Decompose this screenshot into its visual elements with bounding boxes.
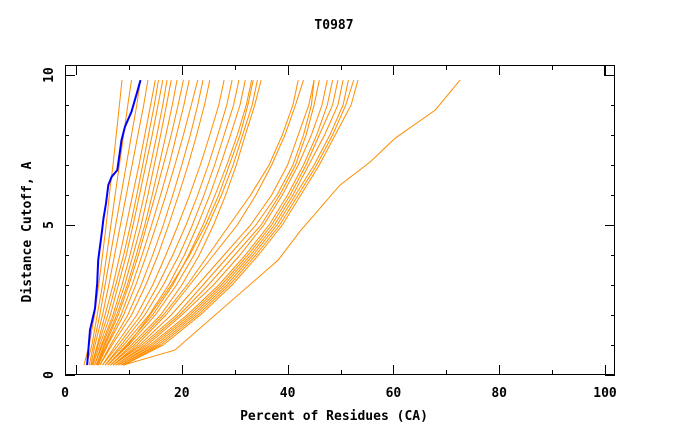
- series-line: [112, 79, 315, 366]
- series-line: [90, 80, 149, 366]
- series-line: [102, 79, 225, 366]
- x-tick-label: 20: [174, 386, 190, 401]
- series-line: [107, 79, 254, 366]
- x-tick-label: 60: [386, 386, 402, 401]
- x-tick-label: 100: [593, 386, 617, 401]
- series-line: [83, 80, 123, 366]
- plot-frame: [65, 65, 615, 375]
- series-line: [94, 80, 168, 366]
- series-line: [123, 79, 355, 366]
- series-line: [110, 79, 299, 366]
- x-tick-label: 80: [491, 386, 507, 401]
- x-tick-label: 40: [280, 386, 296, 401]
- series-line: [112, 80, 315, 366]
- series-line: [123, 79, 359, 366]
- x-tick-label: 0: [61, 386, 69, 401]
- series-line: [118, 79, 334, 366]
- series-line: [120, 79, 349, 366]
- x-axis-label: Percent of Residues (CA): [240, 409, 428, 424]
- series-line: [94, 80, 172, 366]
- axes: 0 20 40 60 80 100 0 5 10: [42, 65, 617, 401]
- series-line: [92, 80, 164, 366]
- series-line: [120, 79, 344, 366]
- series-line: [115, 79, 328, 366]
- series-group: [83, 79, 461, 366]
- series-line: [118, 79, 339, 366]
- series-line: [107, 79, 258, 366]
- series-line: [99, 79, 211, 366]
- series-line: [95, 80, 178, 366]
- series-line: [96, 79, 184, 366]
- series-line: [115, 79, 320, 366]
- series-line: [110, 79, 262, 366]
- series-line: [102, 79, 233, 366]
- series-line: [96, 79, 190, 366]
- y-tick-label: 5: [42, 221, 57, 229]
- series-line: [104, 79, 240, 366]
- series-line: [88, 80, 141, 366]
- chart-title: T0987: [314, 18, 353, 33]
- y-tick-label: 0: [42, 371, 57, 379]
- y-axis-label: Distance Cutoff, A: [20, 161, 35, 302]
- series-line: [107, 79, 253, 366]
- y-tick-label: 10: [42, 67, 57, 83]
- series-line: [97, 79, 199, 366]
- series-line: [99, 79, 204, 366]
- series-line: [104, 79, 246, 366]
- series-line: [91, 80, 159, 366]
- series-line-highlight: [86, 79, 142, 366]
- series-line: [112, 79, 304, 366]
- series-line-outlier: [122, 79, 461, 366]
- series-line: [91, 80, 156, 366]
